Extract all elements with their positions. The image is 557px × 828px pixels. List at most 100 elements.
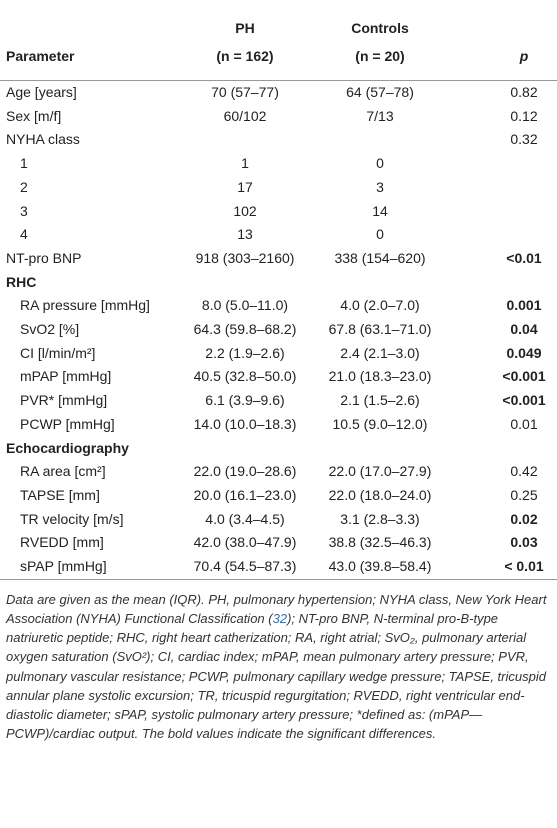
table-row: Age [years] 70 (57–77) 64 (57–78) 0.82 [0, 81, 557, 105]
row-label: TR velocity [m/s] [20, 510, 124, 527]
cell: 60/102 [223, 107, 267, 124]
cell: 338 (154–620) [334, 249, 426, 266]
row-label: RA pressure [mmHg] [20, 297, 150, 314]
cell: 0.32 [510, 131, 538, 148]
section-label: Echocardiography [6, 439, 129, 456]
cell: 918 (303–2160) [195, 249, 295, 266]
table-row: 2 17 3 [0, 176, 557, 200]
cell [185, 128, 305, 152]
cell: 10.5 (9.0–12.0) [332, 415, 428, 432]
cell [491, 200, 557, 224]
cell: 3.1 (2.8–3.3) [340, 510, 420, 527]
section-row: Echocardiography [0, 437, 557, 461]
cell: 14.0 (10.0–18.3) [193, 415, 297, 432]
cell: 8.0 (5.0–11.0) [201, 297, 289, 314]
cell [491, 152, 557, 176]
column-header: p [491, 0, 557, 81]
header-row: Parameter PH (n = 162) Controls (n = 20) p [0, 0, 557, 81]
table-row: mPAP [mmHg] 40.5 (32.8–50.0) 21.0 (18.3–23… [0, 365, 557, 389]
cell: 14 [372, 202, 388, 219]
cell: 22.0 (18.0–24.0) [328, 486, 432, 503]
row-label: PVR* [mmHg] [20, 392, 108, 409]
cell: 4.0 (3.4–4.5) [205, 510, 285, 527]
cell: <0.01 [506, 249, 542, 266]
cell: 40.5 (32.8–50.0) [193, 368, 297, 385]
header-label: Parameter [6, 48, 75, 64]
table-row: RA area [cm²] 22.0 (19.0–28.6) 22.0 (17.0–… [0, 460, 557, 484]
cell: 70 (57–77) [211, 84, 279, 100]
row-label: 1 [20, 155, 28, 172]
row-label: 4 [20, 226, 28, 243]
cell: 20.0 (16.1–23.0) [193, 486, 297, 503]
row-label: 3 [20, 202, 28, 219]
cell: 0.049 [506, 344, 542, 361]
cell: <0.001 [502, 368, 546, 385]
table-row: TR velocity [m/s] 4.0 (3.4–4.5) 3.1 (2.8–3… [0, 508, 557, 532]
row-label: PCWP [mmHg] [20, 415, 115, 432]
table-row: Sex [m/f] 60/102 7/13 0.12 [0, 105, 557, 129]
table-row: sPAP [mmHg] 70.4 (54.5–87.3) 43.0 (39.8–58… [0, 555, 557, 580]
column-header: PH (n = 162) [185, 0, 305, 81]
cell [491, 223, 557, 247]
row-label: 2 [20, 178, 28, 195]
cell: 3 [376, 178, 384, 195]
row-label: NYHA class [6, 131, 80, 148]
row-label: NT-pro BNP [6, 249, 82, 266]
cell: 0.04 [510, 321, 538, 338]
cell: 7/13 [366, 107, 394, 124]
cell: 0.82 [510, 84, 538, 100]
cell: 67.8 (63.1–71.0) [328, 321, 432, 338]
cell: 2.4 (2.1–3.0) [340, 344, 420, 361]
row-label: Sex [m/f] [6, 107, 62, 124]
cell: < 0.01 [491, 555, 557, 580]
table-row: NT-pro BNP 918 (303–2160) 338 (154–620) <0.… [0, 247, 557, 271]
cell: 64.3 (59.8–68.2) [193, 321, 297, 338]
cell: 42.0 (38.0–47.9) [193, 534, 297, 551]
cell: 1 [241, 155, 249, 172]
section-label: RHC [6, 273, 37, 290]
table-row: 3 102 14 [0, 200, 557, 224]
footnote-text: ); NT-pro BNP, N-terminal pro-B-type nat… [6, 610, 546, 742]
cell: 0 [376, 155, 384, 172]
header-sub: (n = 162) [216, 48, 274, 64]
row-label: RA area [cm²] [20, 463, 106, 480]
table-row: SvO2 [%] 64.3 (59.8–68.2) 67.8 (63.1–71.0)… [0, 318, 557, 342]
table-row: RA pressure [mmHg] 8.0 (5.0–11.0) 4.0 (2.0… [0, 294, 557, 318]
header-sub: (n = 20) [355, 48, 405, 64]
header-label: PH [235, 20, 255, 36]
cell: <0.001 [502, 392, 546, 409]
cell [305, 128, 491, 152]
section-row: RHC [0, 271, 557, 295]
cell: 0.03 [510, 534, 538, 551]
cell: 0 [376, 226, 384, 243]
header-label: p [519, 48, 529, 64]
row-label: SvO2 [%] [20, 321, 80, 338]
table-row: PCWP [mmHg] 14.0 (10.0–18.3) 10.5 (9.0–12.… [0, 413, 557, 437]
table-row: CI [l/min/m²] 2.2 (1.9–2.6) 2.4 (2.1–3.0) 0… [0, 342, 557, 366]
cell: 102 [233, 202, 257, 219]
row-label: sPAP [mmHg] [0, 555, 185, 580]
table-row: 1 1 0 [0, 152, 557, 176]
column-header: Controls (n = 20) [305, 0, 491, 81]
reference-link: 32 [272, 610, 288, 626]
header-label: Controls [351, 20, 409, 36]
cell: 0.001 [506, 297, 542, 314]
cell: 4.0 (2.0–7.0) [340, 297, 420, 314]
cell: 0.01 [510, 415, 538, 432]
cell [491, 176, 557, 200]
row-label: mPAP [mmHg] [20, 368, 112, 385]
table-row: PVR* [mmHg] 6.1 (3.9–9.6) 2.1 (1.5–2.6) <0.… [0, 389, 557, 413]
row-label: Age [years] [6, 84, 77, 100]
cell: 38.8 (32.5–46.3) [328, 534, 432, 551]
cell: 0.12 [510, 107, 538, 124]
cell: 6.1 (3.9–9.6) [205, 392, 285, 409]
cell: 2.1 (1.5–2.6) [340, 392, 420, 409]
cell: 70.4 (54.5–87.3) [185, 555, 305, 580]
cell: 0.42 [510, 463, 538, 480]
cell: 17 [237, 178, 253, 195]
data-table: Parameter PH (n = 162) Controls (n = 20) p Ag… [0, 0, 557, 580]
cell: 2.2 (1.9–2.6) [205, 344, 285, 361]
row-label: RVEDD [mm] [20, 534, 104, 551]
cell: 43.0 (39.8–58.4) [305, 555, 491, 580]
row-label: TAPSE [mm] [20, 486, 100, 503]
